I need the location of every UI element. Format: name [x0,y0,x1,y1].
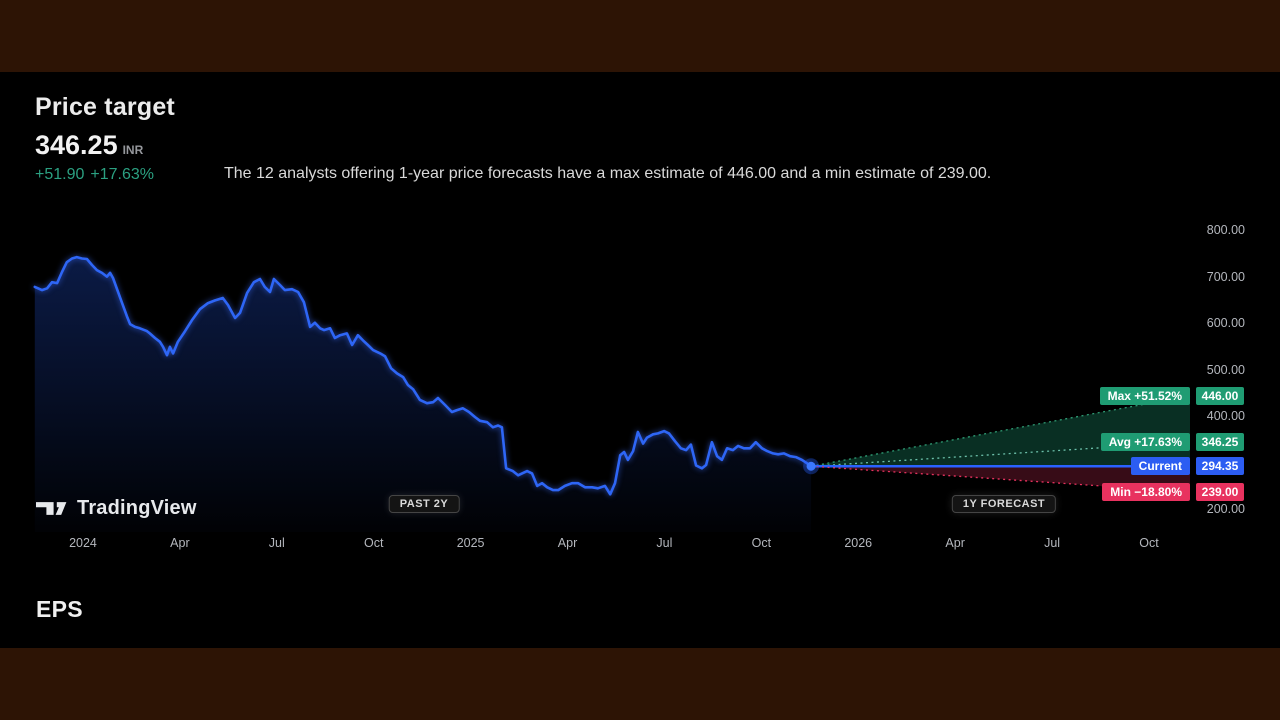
forecast-fan-1 [811,466,1190,492]
level-price-current: 294.35 [1196,457,1244,476]
x-tick-label: Apr [170,536,190,550]
price-change: +51.90 +17.63% [35,166,160,184]
price-change-percent: +17.63% [90,166,154,183]
price-line [33,255,813,496]
level-price-max: 446.00 [1196,386,1244,405]
page-title: Price target [35,93,175,121]
x-tick-label: Oct [751,536,772,550]
eps-heading: EPS [36,596,83,622]
past-2y-badge: PAST 2Y [388,495,460,513]
price-currency: INR [122,143,144,157]
forecast-summary: The 12 analysts offering 1-year price fo… [224,165,992,182]
level-price-avg: 346.25 [1196,433,1244,452]
x-tick-label: Apr [945,536,965,550]
level-badge-min: Min −18.80% [1102,482,1190,501]
y-tick-label: 700.00 [1206,269,1245,284]
y-tick-label: 800.00 [1206,223,1245,238]
forecast-1y-badge: 1Y FORECAST [951,495,1057,513]
x-tick-label: Oct [363,536,384,550]
x-tick-label: Jul [656,536,673,550]
level-price-min: 239.00 [1196,482,1244,501]
tradingview-logo-text: TradingView [77,497,197,519]
price-area-fill [34,257,812,532]
tradingview-logo-icon [36,502,67,515]
letterbox-top [0,0,1280,72]
level-line-max [810,395,1191,467]
level-badge-max: Max +51.52% [1099,386,1190,405]
x-tick-label: 2025 [456,536,485,550]
y-tick-label: 600.00 [1206,316,1245,331]
price-target-value: 346.25 INR [35,130,143,161]
price-change-absolute: +51.90 [35,166,85,183]
y-tick-label: 500.00 [1206,362,1245,377]
y-tick-label: 400.00 [1206,409,1245,424]
level-badge-avg: Avg +17.63% [1100,433,1190,452]
price-value: 346.25 [35,130,118,160]
last-price-dot [806,461,816,471]
x-tick-label: Jul [1044,536,1061,550]
tradingview-logo[interactable]: TradingView [36,497,197,520]
x-tick-label: 2024 [69,536,97,550]
y-tick-label: 200.00 [1206,502,1245,517]
x-tick-label: Apr [557,536,578,550]
letterbox-bottom [0,648,1280,720]
x-tick-label: 2026 [844,536,873,550]
x-tick-label: Oct [1139,536,1159,550]
level-badge-current: Current [1130,457,1190,476]
x-tick-label: Jul [268,536,285,550]
